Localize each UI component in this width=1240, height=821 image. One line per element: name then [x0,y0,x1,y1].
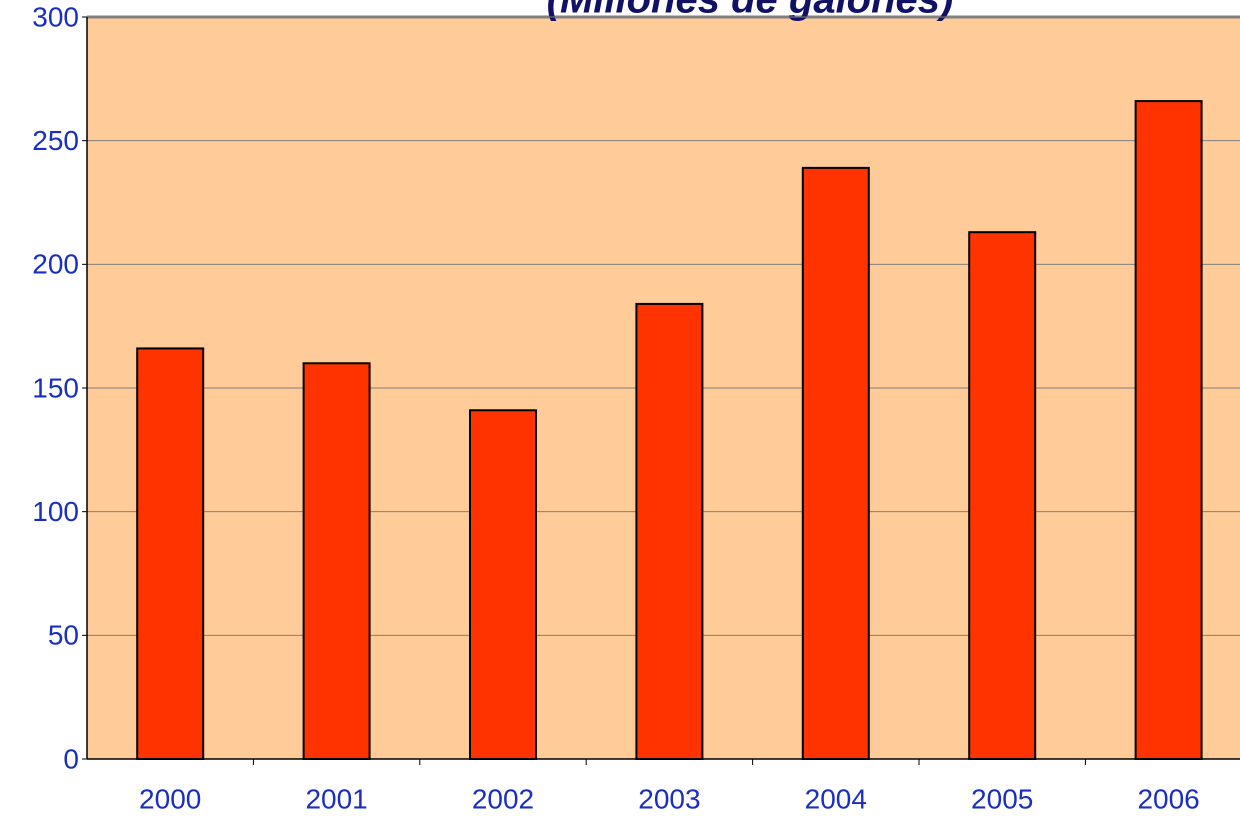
bar [968,231,1037,760]
bar [801,166,870,760]
x-tick-label: 2004 [805,783,867,814]
x-tick-label: 2000 [139,783,201,814]
y-tick-label: 0 [63,743,79,774]
y-tick-label: 200 [32,249,79,280]
x-tick-label: 2005 [971,783,1033,814]
y-tick-label: 150 [32,372,79,403]
bar [635,302,704,760]
bar [1134,100,1203,761]
bar [302,362,371,760]
x-tick-label: 2001 [305,783,367,814]
y-tick-label: 250 [32,125,79,156]
y-tick-label: 300 [32,1,79,32]
x-tick-label: 2003 [638,783,700,814]
bar [136,347,205,760]
chart-title: (Millones de galones) [547,0,954,22]
y-tick-label: 50 [48,620,79,651]
y-tick-label: 100 [32,496,79,527]
x-tick-label: 2002 [472,783,534,814]
x-tick-label: 2006 [1137,783,1199,814]
bar [469,409,537,760]
